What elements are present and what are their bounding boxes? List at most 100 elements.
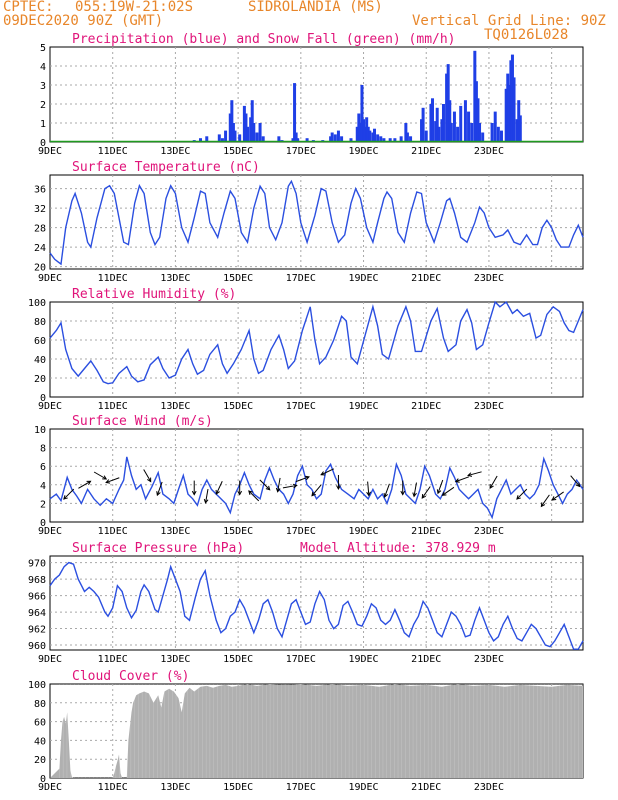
precip-bar xyxy=(291,138,295,142)
precip-bar xyxy=(365,117,369,142)
precip-bar xyxy=(504,88,508,142)
wind-arrow xyxy=(215,481,223,495)
wind-ytick-label: 4 xyxy=(40,481,46,492)
wind-ytick-label: 2 xyxy=(40,499,46,510)
wind-arrow-head xyxy=(320,471,326,476)
precip-panel: 9DEC 11DEC 13DEC 15DEC 17DEC 19DEC 21DEC 23DEC 0… xyxy=(38,32,584,157)
wind-arrow xyxy=(437,479,444,494)
temperature-xtick-label: 15DEC xyxy=(223,273,253,284)
precip-bar xyxy=(440,119,444,142)
pressure-xtick-label: 17DEC xyxy=(286,654,316,665)
precip-bar xyxy=(409,136,413,142)
precip-ytick-label: 0 xyxy=(40,138,46,149)
wind-xtick-label: 17DEC xyxy=(286,526,316,537)
wind-xtick-label: 21DEC xyxy=(411,526,441,537)
precip-bar xyxy=(246,126,250,142)
precip-bar xyxy=(490,123,494,142)
wind-arrow-head xyxy=(203,498,209,504)
precip-bar xyxy=(217,134,221,142)
cloud-panel: 9DEC 11DEC 13DEC 15DEC 17DEC 19DEC 21DEC 23DEC 0… xyxy=(28,669,584,793)
precip-bar xyxy=(512,77,516,142)
wind-arrow xyxy=(455,476,470,483)
wind-arrow xyxy=(63,488,75,500)
cloud-xtick-label: 11DEC xyxy=(98,782,128,793)
precip-bar xyxy=(388,138,392,142)
precip-bar xyxy=(363,126,367,142)
precip-bar xyxy=(368,130,372,142)
wind-arrow-head xyxy=(412,492,417,498)
precip-bar xyxy=(258,123,262,142)
precip-bar xyxy=(220,138,224,142)
wind-arrow xyxy=(143,469,152,482)
precip-bar xyxy=(230,100,234,142)
precip-bar xyxy=(228,113,232,142)
precip-bar xyxy=(434,121,438,142)
pressure-ytick-label: 962 xyxy=(28,625,46,636)
precip-xtick-label: 17DEC xyxy=(286,146,316,157)
wind-arrow xyxy=(367,481,370,496)
cloud-area xyxy=(50,684,583,778)
cloud-xtick-label: 19DEC xyxy=(348,782,378,793)
precip-bar xyxy=(393,138,397,142)
wind-arrow-head xyxy=(441,491,447,496)
wind-xtick-label: 15DEC xyxy=(223,526,253,537)
precip-bar xyxy=(357,113,361,142)
precip-bar xyxy=(509,60,513,142)
humidity-xtick-label: 17DEC xyxy=(286,401,316,412)
cloud-ytick-label: 20 xyxy=(34,755,46,766)
precip-bar xyxy=(244,113,248,142)
temperature-xtick-label: 17DEC xyxy=(286,273,316,284)
precip-bar xyxy=(231,123,235,142)
precip-bar xyxy=(478,123,482,142)
wind-arrow-head xyxy=(383,492,388,498)
wind-arrow xyxy=(93,471,107,480)
pressure-xtick-label: 11DEC xyxy=(98,654,128,665)
precip-bar xyxy=(305,138,309,142)
precip-bar xyxy=(333,134,337,142)
humidity-title: Relative Humidity (%) xyxy=(72,287,236,302)
cloud-ytick-label: 80 xyxy=(34,699,46,710)
precip-bar xyxy=(371,132,375,142)
precip-bar xyxy=(255,132,259,142)
wind-arrow-head xyxy=(292,483,298,489)
precip-bar xyxy=(198,138,202,142)
precip-bar xyxy=(420,119,424,142)
precip-bar xyxy=(476,98,480,142)
wind-line xyxy=(49,456,584,520)
wind-arrow-head xyxy=(516,495,521,500)
precip-bar xyxy=(238,134,242,142)
wind-panel: 9DEC 11DEC 13DEC 15DEC 17DEC 19DEC 21DEC 23DEC 0… xyxy=(34,414,584,537)
wind-arrow-head xyxy=(248,490,253,495)
precip-bar xyxy=(507,85,511,142)
wind-arrow-head xyxy=(489,484,494,489)
precip-bar xyxy=(510,54,514,142)
cloud-xtick-label: 21DEC xyxy=(411,782,441,793)
wind-xtick-label: 13DEC xyxy=(160,526,190,537)
humidity-xtick-label: 15DEC xyxy=(223,401,253,412)
precip-bar xyxy=(421,107,425,142)
wind-arrow xyxy=(413,482,417,497)
precip-bar xyxy=(435,107,439,142)
precip-bar xyxy=(446,64,450,142)
precip-bar xyxy=(515,119,519,142)
wind-arrow xyxy=(570,475,581,487)
wind-arrow xyxy=(320,468,335,476)
precip-bar xyxy=(205,136,209,142)
wind-arrow xyxy=(442,486,455,496)
precip-bar xyxy=(473,50,477,142)
wind-title: Surface Wind (m/s) xyxy=(72,414,213,429)
wind-arrow xyxy=(516,488,528,500)
precip-bar xyxy=(399,136,403,142)
precip-bar xyxy=(340,136,344,142)
wind-arrow-head xyxy=(436,489,442,495)
pressure-line xyxy=(49,561,584,650)
wind-arrow xyxy=(259,479,271,491)
precip-xtick-label: 23DEC xyxy=(474,146,504,157)
temperature-ytick-label: 24 xyxy=(34,243,46,254)
precip-xtick-label: 21DEC xyxy=(411,146,441,157)
precip-ytick-label: 5 xyxy=(40,43,46,54)
wind-xtick-label: 23DEC xyxy=(474,526,504,537)
wind-arrow-head xyxy=(304,475,310,481)
precip-bar xyxy=(376,134,380,142)
wind-arrow xyxy=(248,490,260,502)
